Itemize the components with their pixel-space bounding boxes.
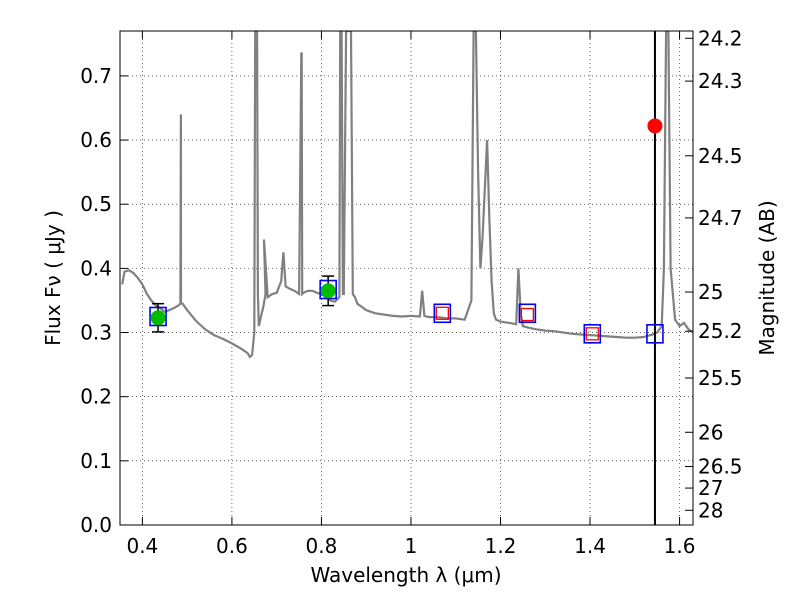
magnitude-tick-label: 28 [698,498,723,522]
x-tick-label: 0.4 [126,534,158,558]
magnitude-tick-label: 24.3 [698,69,743,93]
model-photometry-square [646,324,664,344]
highlight-point [647,118,663,134]
markers-layer [149,118,664,344]
y-axis-label: Flux Fν ( μJy ) [41,210,65,346]
x-tick-label: 0.8 [306,534,338,558]
y-axis: 0.0 0.1 0.2 0.3 0.4 0.5 0.6 0.7 [80,64,128,537]
synthetic-photometry-square [435,306,449,320]
spectrum-line [121,31,693,359]
magnitude-tick-label: 26.5 [698,454,743,478]
y-tick-label: 0.3 [80,321,112,345]
model-photometry-square [433,303,452,324]
x-tick-label: 0.6 [216,534,248,558]
plot-background [120,31,693,525]
x-axis-label: Wavelength λ (μm) [310,563,501,587]
model-photometry-square [583,324,602,344]
magnitude-tick-label: 24.5 [698,144,743,168]
y-tick-label: 0.0 [80,513,112,537]
synthetic-photometry-square [585,327,599,341]
synthetic-photometry-square [520,307,535,322]
spectrum-layer [121,31,693,359]
x-tick-label: 1.4 [574,534,606,558]
x-tick-label: 1 [405,534,418,558]
x-tick-label: 1.6 [664,534,696,558]
x-tick-label: 1.2 [485,534,517,558]
observed-point [320,283,336,299]
magnitude-tick-label: 26 [698,420,723,444]
y-tick-label: 0.5 [80,192,112,216]
magnitude-axis-label: Magnitude (AB) [755,200,779,355]
magnitude-tick-label: 25 [698,280,723,304]
y-tick-label: 0.2 [80,385,112,409]
x-axis: 0.4 0.6 0.8 1 1.2 1.4 1.6 [126,31,695,558]
y-tick-label: 0.4 [80,256,112,280]
plot-frame [119,30,694,526]
magnitude-tick-label: 27 [698,476,723,500]
magnitude-tick-label: 24.7 [698,206,743,230]
magnitude-tick-label: 25.5 [698,366,743,390]
magnitude-tick-label: 25.2 [698,319,743,343]
model-photometry-square [518,303,537,324]
y-tick-label: 0.1 [80,449,112,473]
observed-point [150,310,166,326]
y-tick-label: 0.7 [80,64,112,88]
magnitude-tick-label: 24.2 [698,26,743,50]
y-tick-label: 0.6 [80,128,112,152]
